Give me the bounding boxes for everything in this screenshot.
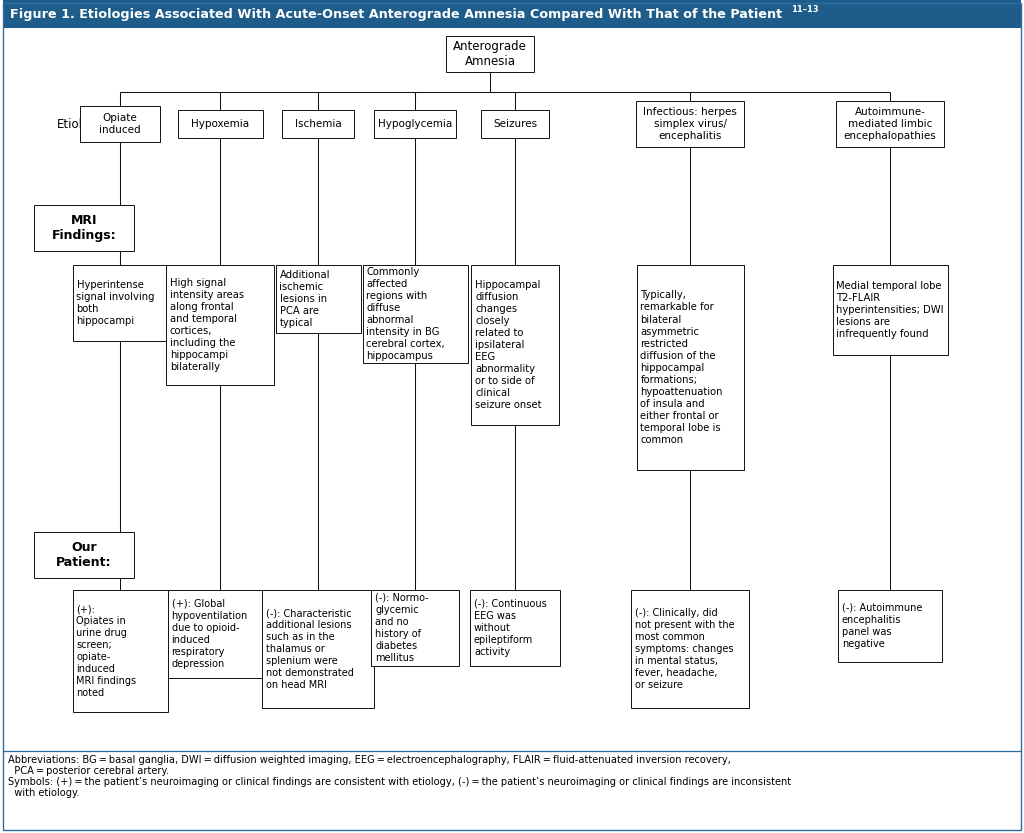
Text: Symbols: (+) = the patient’s neuroimaging or clinical findings are consistent wi: Symbols: (+) = the patient’s neuroimagin… (8, 777, 792, 787)
FancyBboxPatch shape (34, 532, 134, 578)
Text: Medial temporal lobe
T2-FLAIR
hyperintensities; DWI
lesions are
infrequently fou: Medial temporal lobe T2-FLAIR hyperinten… (837, 281, 944, 339)
FancyBboxPatch shape (470, 590, 560, 666)
Text: (+): Global
hypoventilation
due to opioid-
induced
respiratory
depression: (+): Global hypoventilation due to opioi… (171, 599, 248, 669)
FancyBboxPatch shape (166, 265, 274, 385)
FancyBboxPatch shape (631, 590, 749, 708)
Text: Commonly
affected
regions with
diffuse
abnormal
intensity in BG
cerebral cortex,: Commonly affected regions with diffuse a… (367, 267, 445, 361)
Text: Abbreviations: BG = basal ganglia, DWI = diffusion weighted imaging, EEG = elect: Abbreviations: BG = basal ganglia, DWI =… (8, 755, 731, 765)
Text: (-): Characteristic
additional lesions
such as in the
thalamus or
splenium were
: (-): Characteristic additional lesions s… (266, 608, 354, 690)
FancyBboxPatch shape (262, 590, 374, 708)
FancyBboxPatch shape (371, 590, 459, 666)
FancyBboxPatch shape (446, 36, 534, 72)
FancyBboxPatch shape (34, 205, 134, 251)
Text: PCA = posterior cerebral artery.: PCA = posterior cerebral artery. (8, 766, 169, 776)
Text: Typically,
remarkable for
bilateral
asymmetric
restricted
diffusion of the
hippo: Typically, remarkable for bilateral asym… (640, 291, 723, 445)
Text: Etiologies:: Etiologies: (57, 117, 119, 131)
Text: Infectious: herpes
simplex virus/
encephalitis: Infectious: herpes simplex virus/ enceph… (643, 107, 737, 141)
Bar (3, 0, 1021, 28)
FancyBboxPatch shape (636, 101, 744, 147)
Text: (-): Continuous
EEG was
without
epileptiform
activity: (-): Continuous EEG was without epilepti… (474, 599, 547, 657)
Text: High signal
intensity areas
along frontal
and temporal
cortices,
including the
h: High signal intensity areas along fronta… (170, 278, 244, 372)
Text: (-): Normo-
glycemic
and no
history of
diabetes
mellitus: (-): Normo- glycemic and no history of d… (375, 593, 429, 663)
FancyBboxPatch shape (362, 265, 468, 363)
FancyBboxPatch shape (168, 590, 272, 678)
Text: Hyperintense
signal involving
both
hippocampi: Hyperintense signal involving both hippo… (77, 280, 155, 326)
FancyBboxPatch shape (177, 110, 262, 138)
FancyBboxPatch shape (275, 265, 360, 333)
FancyBboxPatch shape (73, 265, 168, 341)
Text: Opiate
induced: Opiate induced (99, 113, 141, 135)
FancyBboxPatch shape (374, 110, 456, 138)
Text: (-): Autoimmune
encephalitis
panel was
negative: (-): Autoimmune encephalitis panel was n… (842, 603, 923, 649)
Text: Hypoglycemia: Hypoglycemia (378, 119, 453, 129)
Text: 11–13: 11–13 (791, 4, 818, 13)
FancyBboxPatch shape (836, 101, 944, 147)
FancyBboxPatch shape (838, 590, 942, 662)
Text: (-): Clinically, did
not present with the
most common
symptoms: changes
in menta: (-): Clinically, did not present with th… (635, 608, 734, 690)
Text: with etiology.: with etiology. (8, 788, 80, 798)
Text: Additional
ischemic
lesions in
PCA are
typical: Additional ischemic lesions in PCA are t… (280, 270, 330, 328)
FancyBboxPatch shape (471, 265, 559, 425)
Text: Autoimmune-
mediated limbic
encephalopathies: Autoimmune- mediated limbic encephalopat… (844, 107, 936, 141)
Text: Anterograde
Amnesia: Anterograde Amnesia (453, 40, 527, 68)
Text: Ischemia: Ischemia (295, 119, 341, 129)
FancyBboxPatch shape (73, 590, 168, 712)
Text: (+):
Opiates in
urine drug
screen;
opiate-
induced
MRI findings
noted: (+): Opiates in urine drug screen; opiat… (77, 604, 136, 698)
FancyBboxPatch shape (637, 265, 743, 470)
FancyBboxPatch shape (481, 110, 549, 138)
Text: Figure 1. Etiologies Associated With Acute-Onset Anterograde Amnesia Compared Wi: Figure 1. Etiologies Associated With Acu… (10, 7, 782, 21)
Text: Our
Patient:: Our Patient: (56, 541, 112, 569)
FancyBboxPatch shape (833, 265, 947, 355)
Text: Hippocampal
diffusion
changes
closely
related to
ipsilateral
EEG
abnormality
or : Hippocampal diffusion changes closely re… (475, 280, 542, 410)
FancyBboxPatch shape (80, 106, 160, 142)
Text: MRI
Findings:: MRI Findings: (51, 214, 117, 242)
Text: Hypoxemia: Hypoxemia (190, 119, 249, 129)
Text: Seizures: Seizures (493, 119, 537, 129)
FancyBboxPatch shape (282, 110, 354, 138)
